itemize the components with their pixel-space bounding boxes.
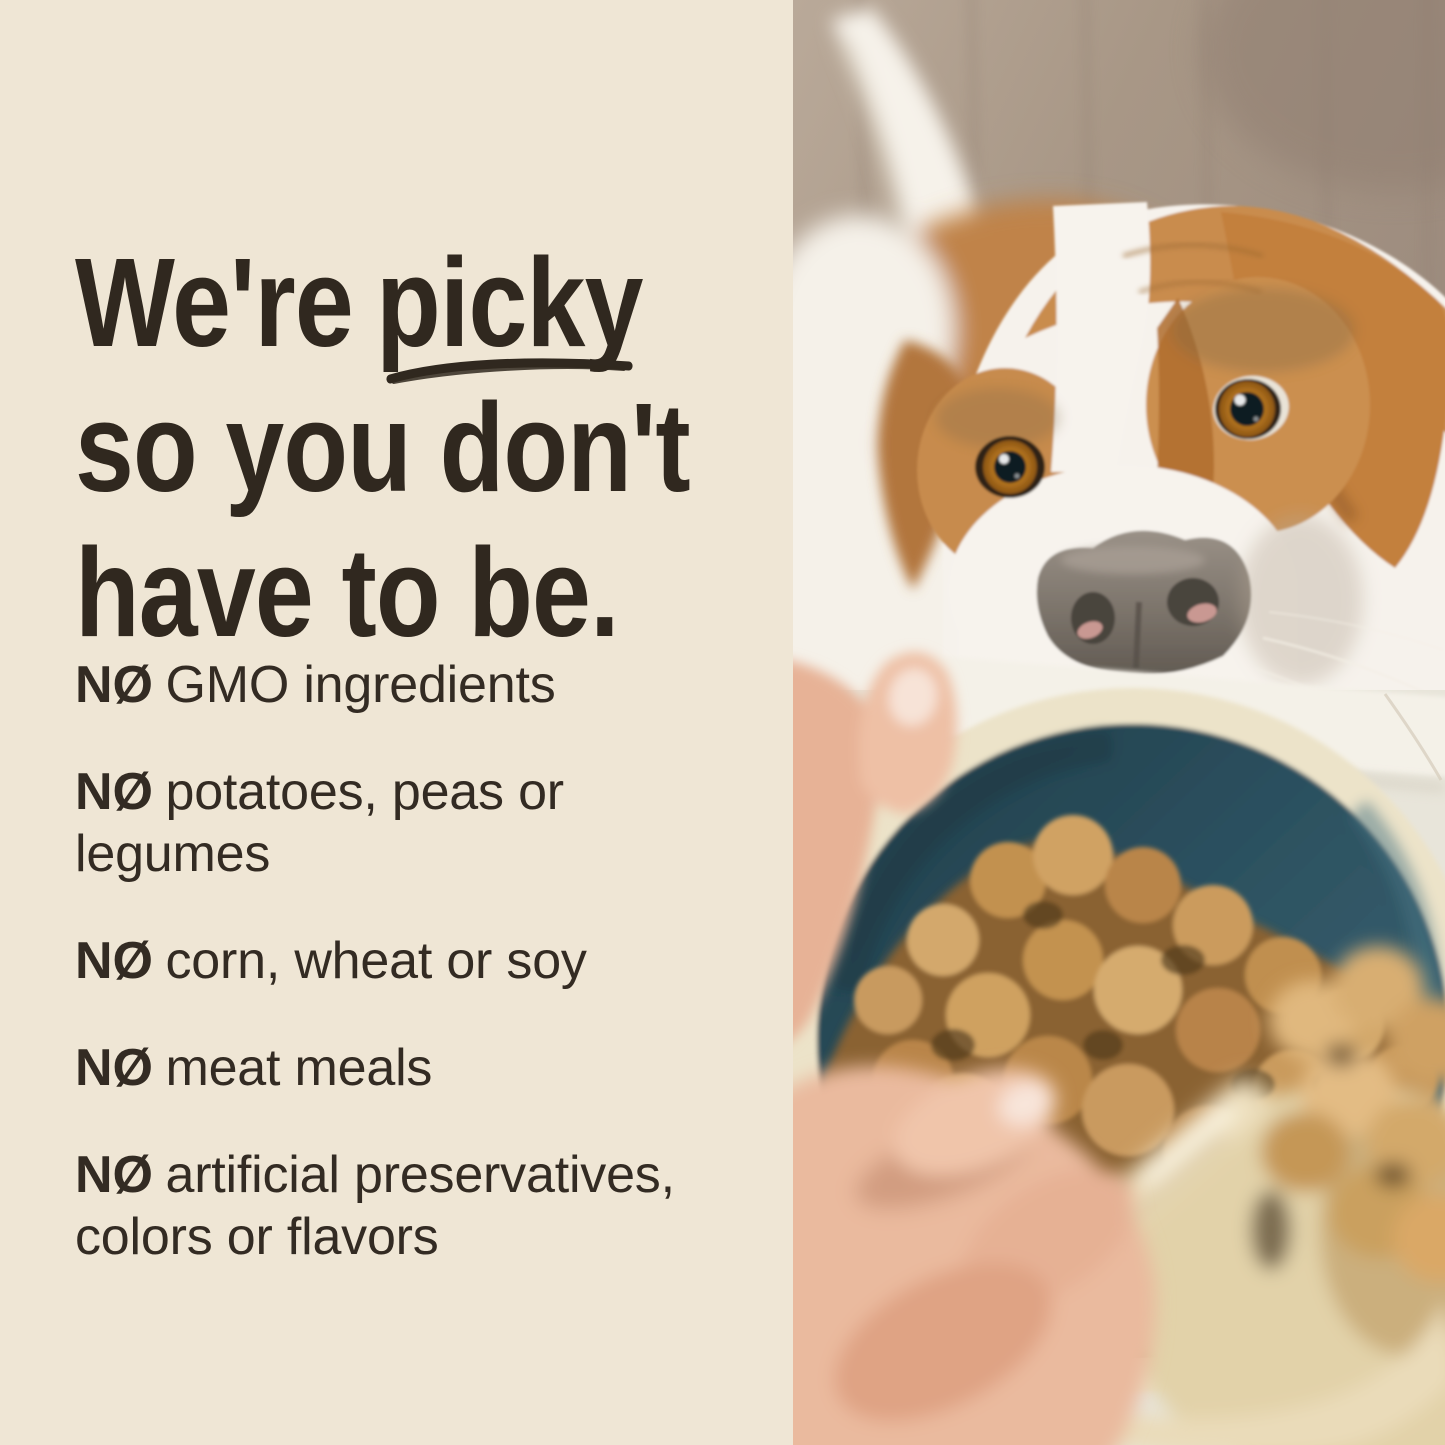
claim-item-artificial: NØ artificial preservatives, colors or fl…: [75, 1144, 755, 1268]
dog-nose: [1036, 530, 1252, 675]
headline-line-2: so you don't: [75, 377, 691, 519]
measuring-scoop: [998, 946, 1445, 1445]
headline-line-3: have to be.: [75, 522, 619, 664]
headline-word-were: We're: [75, 232, 354, 374]
no-prefix: NØ: [75, 656, 153, 714]
text-panel: We're picky so you don't have to be. NØ GM…: [75, 230, 755, 1313]
dog-kibble-photo: [793, 0, 1445, 1445]
claims-list: NØ GMO ingredients NØ potatoes, peas or le…: [75, 654, 755, 1313]
dog-right-eye: [1213, 375, 1289, 441]
dog-left-eye: [975, 436, 1045, 498]
claim-item-potatoes: NØ potatoes, peas or legumes: [75, 761, 755, 885]
claim-item-corn: NØ corn, wheat or soy: [75, 930, 755, 992]
no-prefix: NØ: [75, 763, 153, 821]
scoop-kibble: [1251, 946, 1445, 1282]
headline-word-picky: picky: [376, 230, 643, 385]
dog-face: [917, 202, 1445, 750]
claim-text: artificial preservatives, colors or flav…: [75, 1146, 675, 1266]
headline: We're picky so you don't have to be.: [75, 230, 747, 665]
hand-holding-bowl: [793, 652, 957, 1039]
photo-panel: [793, 0, 1445, 1445]
no-prefix: NØ: [75, 1146, 153, 1204]
hand-holding-scoop: [793, 1065, 1156, 1445]
claim-text: corn, wheat or soy: [165, 932, 587, 990]
claim-text: potatoes, peas or legumes: [75, 763, 564, 883]
headline-line-1: We're picky: [75, 230, 747, 385]
claim-text: meat meals: [165, 1039, 433, 1097]
no-prefix: NØ: [75, 1039, 153, 1097]
claim-item-meat-meals: NØ meat meals: [75, 1037, 755, 1099]
no-prefix: NØ: [75, 932, 153, 990]
claim-text: GMO ingredients: [165, 656, 556, 714]
claim-item-gmo: NØ GMO ingredients: [75, 654, 755, 716]
picky-underline-stroke: [386, 358, 633, 385]
